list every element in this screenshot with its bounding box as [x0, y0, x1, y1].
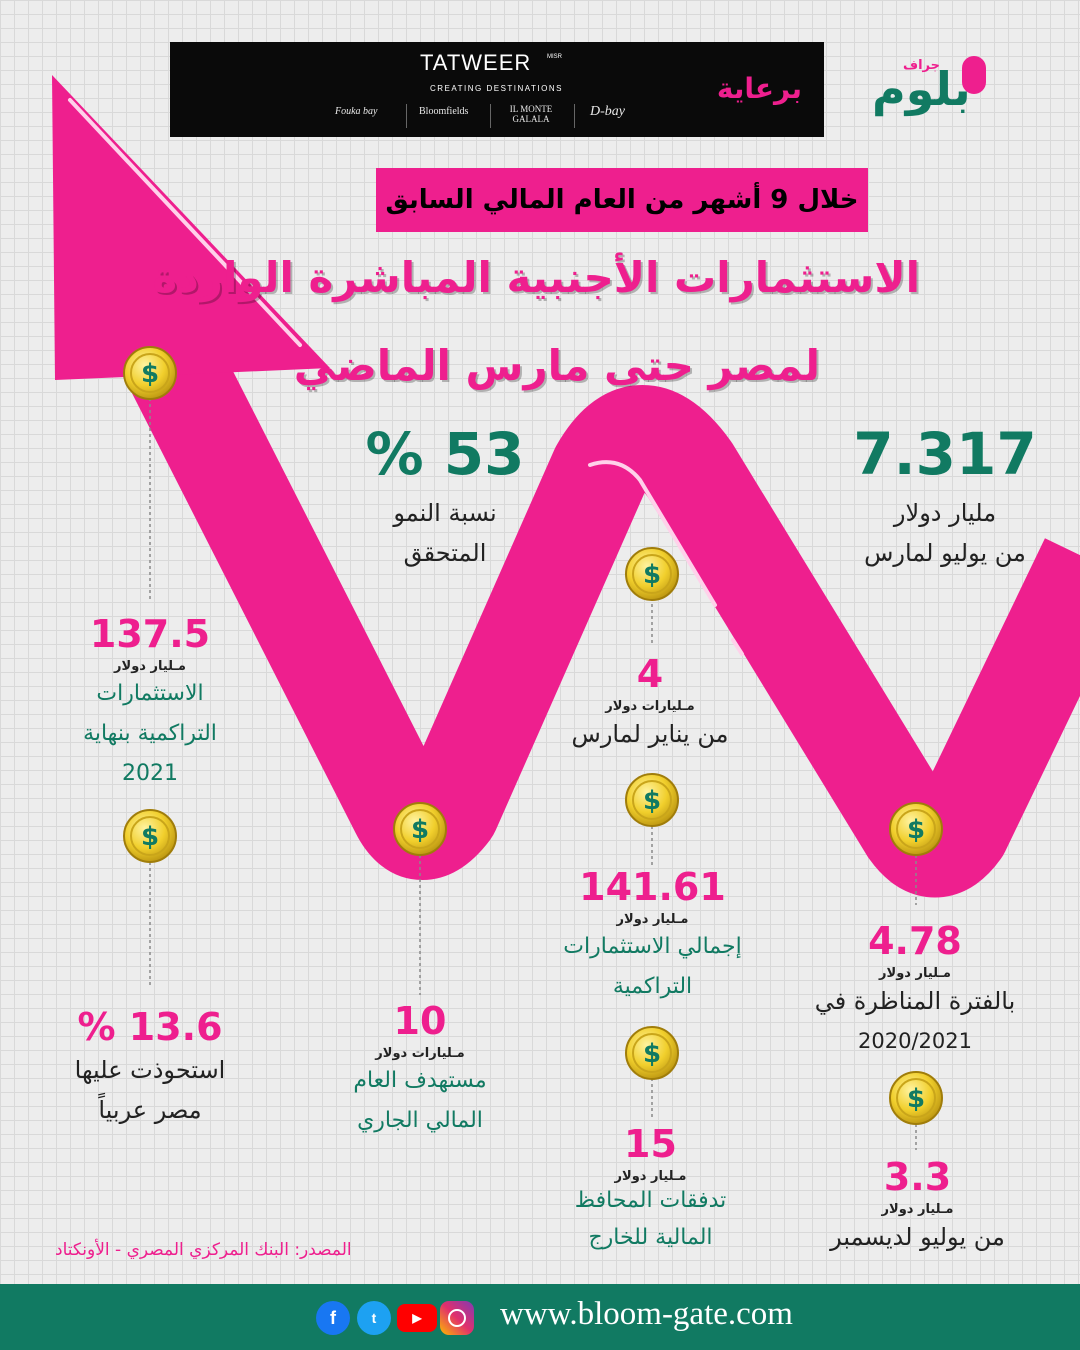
stat-comparable-period-unit: مـليار دولار: [879, 966, 951, 981]
stat-total-cumulative-desc-1: إجمالي الاستثمارات: [563, 934, 742, 959]
stat-target-value: 10: [393, 999, 447, 1043]
page-title-line-2: لمصر حتى مارس الماضي: [293, 341, 820, 390]
stat-portfolio-outflows-desc-2: المالية للخارج: [588, 1225, 713, 1250]
stat-target: 10 مـليارات دولار مستهدف العام المالي ال…: [320, 1002, 520, 1141]
stat-cumulative-2021-desc-3: 2021: [122, 761, 178, 786]
stat-arab-share-value: % 13.6: [77, 1005, 223, 1049]
stat-comparable-period-desc-2: 2020/2021: [858, 1029, 972, 1053]
stat-total-unit: مليار دولار: [893, 499, 997, 527]
stat-jan-mar-unit: مـليارات دولار: [605, 699, 695, 714]
subtitle-banner: خلال 9 أشهر من العام المالي السابق: [376, 168, 868, 232]
stat-portfolio-outflows: 15 مـليار دولار تدفقات المحافظ المالية ل…: [548, 1125, 753, 1258]
dollar-coin-icon: $: [889, 802, 943, 856]
stat-jul-dec: 3.3 مـليار دولار من يوليو لديسمبر: [810, 1158, 1025, 1257]
tatweer-tagline: CREATING DESTINATIONS: [430, 84, 563, 93]
project-logo-bloomfields: Bloomfields: [419, 106, 469, 117]
sponsor-label: برعاية: [716, 72, 802, 105]
svg-text:$: $: [643, 1039, 661, 1069]
twitter-icon[interactable]: t: [357, 1301, 391, 1335]
project-logo-fouka-bay: Fouka bay: [335, 106, 378, 117]
stat-growth-value: % 53: [365, 420, 525, 488]
svg-text:$: $: [907, 815, 925, 845]
stat-arab-share-desc-2: مصر عربياً: [98, 1096, 202, 1124]
dollar-coin-icon: $: [625, 773, 679, 827]
stat-growth: % 53 نسبة النمو المتحقق: [360, 425, 530, 573]
stat-comparable-period-desc-1: بالفترة المناظرة في: [814, 987, 1016, 1015]
stat-jul-dec-desc: من يوليو لديسمبر: [830, 1223, 1005, 1251]
svg-text:$: $: [141, 822, 159, 852]
logo-subtitle: جراف: [903, 58, 941, 73]
stat-arab-share: % 13.6 استحوذت عليها مصر عربياً: [50, 1008, 250, 1130]
microphone-icon: [962, 56, 986, 94]
stat-portfolio-outflows-desc-1: تدفقات المحافظ: [574, 1188, 727, 1213]
stat-cumulative-2021-unit: مـليار دولار: [114, 659, 186, 674]
dollar-coin-icon: $: [393, 802, 447, 856]
logo-wordmark: بلوم: [872, 62, 971, 116]
project-logo-d-bay: D-bay: [590, 104, 625, 119]
dollar-coin-icon: $: [625, 547, 679, 601]
dollar-coin-icon: $: [889, 1071, 943, 1125]
stat-jan-mar-desc: من يناير لمارس: [571, 720, 729, 748]
stat-target-unit: مـليارات دولار: [375, 1046, 465, 1061]
stat-jul-dec-value: 3.3: [883, 1155, 952, 1199]
stat-arab-share-desc-1: استحوذت عليها: [74, 1056, 226, 1084]
stat-total-cumulative: 141.61 مـليار دولار إجمالي الاستثمارات ا…: [545, 868, 760, 1007]
source-note: المصدر: البنك المركزي المصري - الأونكتاد: [55, 1240, 352, 1260]
website-link[interactable]: www.bloom-gate.com: [500, 1296, 793, 1332]
stat-growth-desc-2: المتحقق: [403, 539, 487, 567]
dollar-coin-icon: $: [625, 1026, 679, 1080]
svg-text:$: $: [141, 359, 159, 389]
stat-jul-dec-unit: مـليار دولار: [881, 1202, 954, 1217]
project-logo-il-monte-galala: IL MONTE GALALA: [509, 104, 553, 124]
svg-text:$: $: [907, 1084, 925, 1114]
stat-portfolio-outflows-unit: مـليار دولار: [614, 1169, 687, 1184]
stat-growth-desc-1: نسبة النمو: [393, 499, 497, 527]
stat-cumulative-2021: 137.5 مـليار دولار الاستثمارات التراكمية…: [45, 615, 255, 794]
facebook-icon[interactable]: f: [316, 1301, 350, 1335]
tatweer-logo: TATWEER: [420, 50, 532, 75]
stat-total-cumulative-value: 141.61: [579, 865, 726, 909]
stat-comparable-period-value: 4.78: [868, 919, 962, 963]
stat-portfolio-outflows-value: 15: [624, 1122, 677, 1166]
stat-comparable-period: 4.78 مـليار دولار بالفترة المناظرة في 20…: [790, 922, 1040, 1061]
svg-text:$: $: [411, 815, 429, 845]
stat-total: 7.317 مليار دولار من يوليو لمارس: [840, 425, 1050, 573]
stat-jan-mar: 4 مـليارات دولار من يناير لمارس: [550, 655, 750, 754]
svg-text:$: $: [643, 786, 661, 816]
stat-total-desc: من يوليو لمارس: [864, 539, 1026, 567]
stat-cumulative-2021-desc-2: التراكمية بنهاية: [83, 721, 217, 746]
stat-target-desc-1: مستهدف العام: [353, 1068, 487, 1093]
sponsor-banner: TATWEER MISR CREATING DESTINATIONS Fouka…: [170, 42, 824, 137]
youtube-icon[interactable]: ▶: [397, 1304, 437, 1332]
stat-cumulative-2021-desc-1: الاستثمارات: [96, 681, 204, 706]
stat-target-desc-2: المالي الجاري: [357, 1108, 483, 1133]
stat-total-cumulative-unit: مـليار دولار: [616, 912, 689, 927]
stat-jan-mar-value: 4: [636, 652, 664, 696]
stat-total-cumulative-desc-2: التراكمية: [612, 974, 693, 999]
tatweer-logo-suffix: MISR: [547, 54, 562, 60]
page-title-line-1: الاستثمارات الأجنبية المباشرة الواردة: [152, 253, 920, 302]
stat-total-value: 7.317: [853, 420, 1037, 488]
svg-text:$: $: [643, 560, 661, 590]
subtitle: خلال 9 أشهر من العام المالي السابق: [385, 185, 859, 215]
stat-cumulative-2021-value: 137.5: [89, 612, 211, 656]
instagram-icon[interactable]: [440, 1301, 474, 1335]
dollar-coin-icon: $: [123, 346, 177, 400]
footer-bar: f t ▶ www.bloom-gate.com: [0, 1284, 1080, 1350]
dollar-coin-icon: $: [123, 809, 177, 863]
